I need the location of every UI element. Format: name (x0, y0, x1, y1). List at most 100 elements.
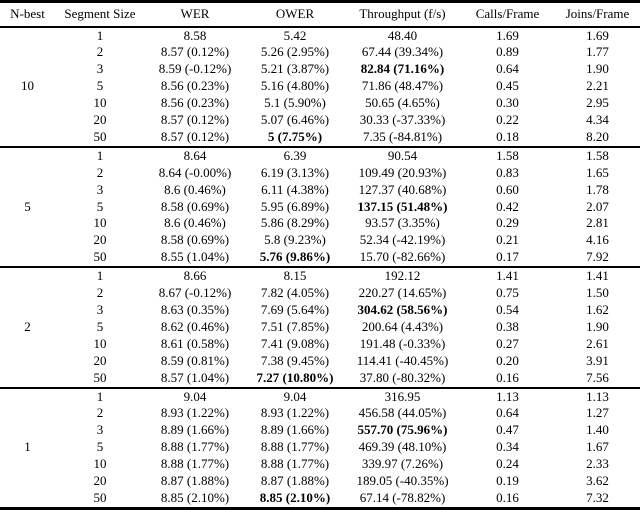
throughput-cell: 316.95 (384, 388, 421, 404)
table-row: 10 8.6 (0.46%) 5.86 (8.29%) 93.57 (3.35%) 0.… (0, 215, 640, 232)
ower-cell: 8.15 (283, 268, 307, 284)
calls-per-frame-cell: 0.75 (496, 285, 519, 301)
joins-per-frame-cell: 1.90 (586, 61, 609, 77)
joins-per-frame-cell: 2.81 (586, 215, 609, 231)
joins-per-frame-cell: 1.27 (586, 405, 609, 421)
throughput-cell: 469.39 (48.10%) (358, 439, 447, 455)
calls-per-frame-cell: 1.69 (496, 27, 519, 43)
ower-cell: 5.42 (283, 27, 307, 43)
segment-size-cell: 5 (96, 439, 104, 455)
wer-cell: 8.57 (1.04%) (160, 369, 230, 385)
segment-size-cell: 10 (93, 456, 107, 472)
table-row: 10 8.56 (0.23%) 5.1 (5.90%) 50.65 (4.65%) 0.… (0, 95, 640, 112)
col-header-wer: WER (145, 1, 245, 28)
wer-cell: 8.6 (0.46%) (164, 181, 226, 197)
wer-cell: 8.58 (0.69%) (160, 232, 230, 248)
nbest-cell: 5 (24, 198, 31, 214)
segment-size-cell: 2 (96, 164, 104, 180)
throughput-cell: 15.70 (-82.66%) (359, 249, 446, 265)
calls-per-frame-cell: 0.38 (496, 318, 519, 334)
table-row: 3 8.6 (0.46%) 6.11 (4.38%) 127.37 (40.68%) 0… (0, 182, 640, 199)
col-header-segment-size: Segment Size (55, 1, 145, 28)
ower-cell: 5 (7.75%) (267, 128, 323, 144)
col-header-ower: OWER (245, 1, 345, 28)
segment-size-cell: 3 (96, 422, 104, 438)
segment-size-cell: 20 (93, 352, 107, 368)
calls-per-frame-cell: 0.18 (496, 128, 519, 144)
wer-cell: 8.88 (1.77%) (160, 456, 230, 472)
throughput-cell: 93.57 (3.35%) (365, 215, 440, 231)
joins-per-frame-cell: 4.16 (586, 232, 609, 248)
segment-size-cell: 5 (96, 318, 104, 334)
wer-cell: 8.59 (-0.12%) (158, 61, 232, 77)
segment-size-cell: 2 (96, 285, 104, 301)
table-row: 5 8.56 (0.23%) 5.16 (4.80%) 71.86 (48.47%) 0… (0, 78, 640, 95)
col-header-nbest: N-best (0, 1, 55, 28)
table-row: 20 8.57 (0.12%) 5.07 (6.46%) 30.33 (-37.33%… (0, 112, 640, 129)
joins-per-frame-cell: 1.41 (586, 268, 609, 284)
segment-size-cell: 50 (93, 249, 107, 265)
table-row: 3 8.63 (0.35%) 7.69 (5.64%) 304.62 (58.56%)… (0, 302, 640, 319)
ower-cell: 7.38 (9.45%) (260, 352, 330, 368)
table-row: 20 8.58 (0.69%) 5.8 (9.23%) 52.34 (-42.19%)… (0, 232, 640, 249)
ower-cell: 6.39 (283, 147, 307, 163)
ower-cell: 5.1 (5.90%) (264, 95, 326, 111)
calls-per-frame-cell: 0.47 (496, 422, 519, 438)
throughput-cell: 52.34 (-42.19%) (359, 232, 446, 248)
calls-per-frame-cell: 0.21 (496, 232, 519, 248)
joins-per-frame-cell: 7.92 (586, 249, 609, 265)
throughput-cell: 114.41 (-40.45%) (356, 352, 449, 368)
wer-cell: 8.61 (0.58%) (160, 335, 230, 351)
joins-per-frame-cell: 7.56 (586, 369, 609, 385)
joins-per-frame-cell: 1.67 (586, 439, 609, 455)
wer-cell: 8.66 (183, 268, 207, 284)
wer-cell: 8.67 (-0.12%) (158, 285, 232, 301)
throughput-cell: 48.40 (387, 27, 418, 43)
calls-per-frame-cell: 0.24 (496, 456, 519, 472)
segment-size-cell: 1 (96, 27, 104, 43)
segment-size-cell: 5 (96, 78, 104, 94)
ower-cell: 6.19 (3.13%) (260, 164, 330, 180)
calls-per-frame-cell: 0.27 (496, 335, 519, 351)
ower-cell: 8.89 (1.66%) (260, 422, 330, 438)
col-header-throughput: Throughput (f/s) (345, 1, 460, 28)
calls-per-frame-cell: 0.54 (496, 302, 519, 317)
table-row: 50 8.55 (1.04%) 5.76 (9.86%) 15.70 (-82.66%… (0, 249, 640, 267)
wer-cell: 8.58 (183, 27, 207, 43)
segment-size-cell: 10 (93, 335, 107, 351)
wer-cell: 8.59 (0.81%) (160, 352, 230, 368)
wer-cell: 8.56 (0.23%) (160, 78, 230, 94)
calls-per-frame-cell: 0.22 (496, 112, 519, 128)
throughput-cell: 67.44 (39.34%) (361, 44, 444, 60)
throughput-cell: 339.97 (7.26%) (361, 456, 444, 472)
table-row: 20 8.87 (1.88%) 8.87 (1.88%) 189.05 (-40.35… (0, 473, 640, 490)
table-header: N-best Segment Size WER OWER Throughput … (0, 1, 640, 28)
table-row: 5 8.62 (0.46%) 7.51 (7.85%) 200.64 (4.43%) 0… (0, 319, 640, 336)
throughput-cell: 67.14 (-78.82%) (359, 489, 446, 505)
joins-per-frame-cell: 3.62 (586, 473, 609, 489)
throughput-cell: 137.15 (51.48%) (357, 198, 448, 214)
throughput-cell: 90.54 (387, 147, 418, 163)
joins-per-frame-cell: 8.20 (586, 128, 609, 144)
calls-per-frame-cell: 0.20 (496, 352, 519, 368)
wer-cell: 8.55 (1.04%) (160, 249, 230, 265)
nbest-cell: 10 (21, 78, 34, 94)
wer-cell: 9.04 (183, 388, 207, 404)
segment-size-cell: 20 (93, 232, 107, 248)
calls-per-frame-cell: 1.41 (496, 268, 519, 284)
joins-per-frame-cell: 1.40 (586, 422, 609, 438)
ower-cell: 5.21 (3.87%) (260, 61, 330, 77)
table-row: 5 8.88 (1.77%) 8.88 (1.77%) 469.39 (48.10%)… (0, 439, 640, 456)
table-row: 2 8.93 (1.22%) 8.93 (1.22%) 456.58 (44.05%)… (0, 405, 640, 422)
ower-cell: 5.76 (9.86%) (259, 249, 331, 265)
ower-cell: 9.04 (283, 388, 307, 404)
calls-per-frame-cell: 0.17 (496, 249, 519, 265)
wer-cell: 8.63 (0.35%) (160, 302, 230, 317)
nbest-group-2: 2 1 8.66 8.15 192.12 1.41 1.41 2 8.67 (-0.12%) 7.… (0, 267, 640, 387)
segment-size-cell: 2 (96, 405, 104, 421)
table-row: 2 8.64 (-0.00%) 6.19 (3.13%) 109.49 (20.93%… (0, 165, 640, 182)
segment-size-cell: 10 (93, 215, 107, 231)
nbest-group-10: 10 1 8.58 5.42 48.40 1.69 1.69 2 8.57 (0.12%) 5.2… (0, 26, 640, 147)
joins-per-frame-cell: 7.32 (586, 489, 609, 505)
